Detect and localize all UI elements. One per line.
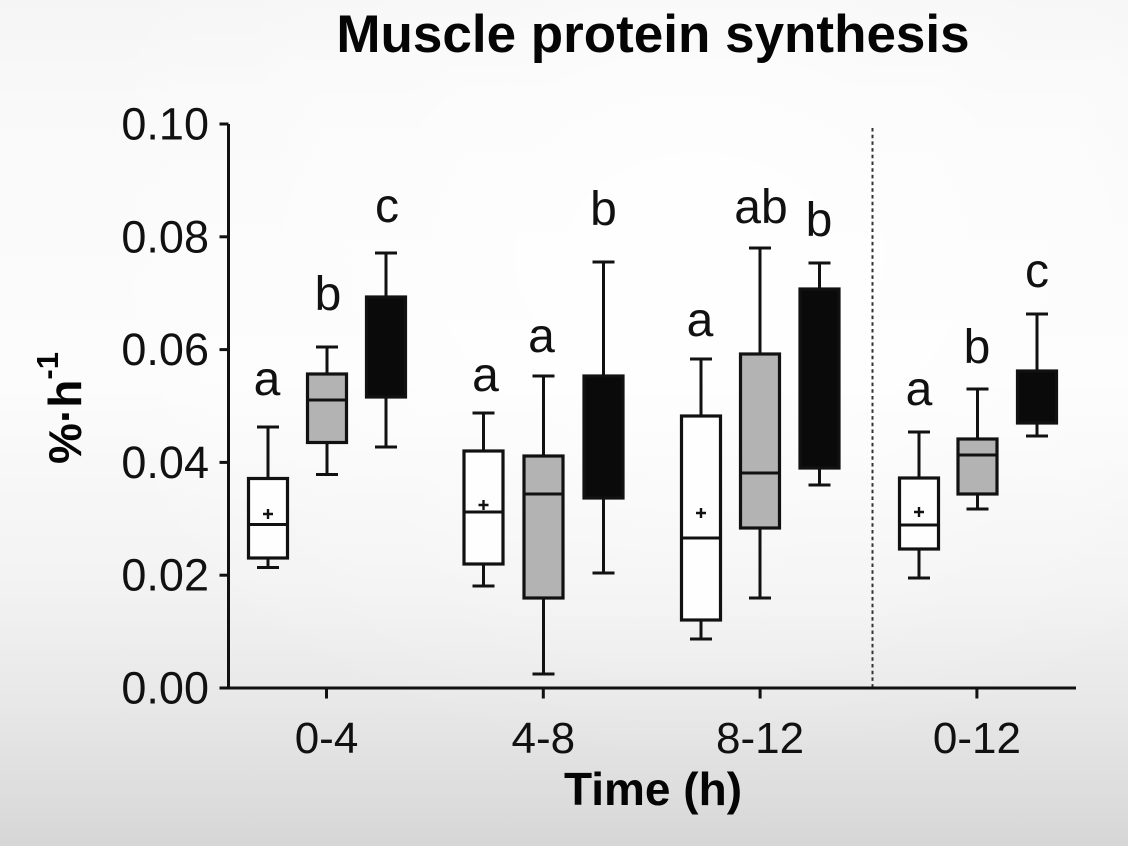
svg-text:b: b (964, 321, 991, 374)
svg-text:ab: ab (734, 181, 787, 234)
svg-text:c: c (1025, 245, 1049, 298)
svg-text:0.10: 0.10 (121, 99, 209, 150)
svg-text:a: a (906, 363, 933, 416)
svg-text:Time (h): Time (h) (564, 763, 742, 815)
svg-text:4-8: 4-8 (512, 714, 576, 763)
svg-text:0.06: 0.06 (121, 324, 209, 375)
svg-text:0-4: 0-4 (295, 714, 359, 763)
svg-text:a: a (687, 294, 714, 347)
svg-text:Muscle protein synthesis: Muscle protein synthesis (336, 5, 969, 64)
svg-text:a: a (528, 310, 555, 363)
svg-text:b: b (315, 268, 342, 321)
svg-text:0-12: 0-12 (933, 714, 1021, 763)
svg-text:0.02: 0.02 (121, 550, 209, 601)
svg-text:a: a (472, 349, 499, 402)
svg-text:0.08: 0.08 (121, 211, 209, 262)
svg-text:b: b (806, 194, 833, 247)
svg-text:c: c (375, 180, 399, 233)
svg-text:a: a (254, 353, 281, 406)
svg-text:8-12: 8-12 (716, 714, 804, 763)
svg-text:0.00: 0.00 (121, 663, 209, 714)
svg-text:0.04: 0.04 (121, 437, 209, 488)
svg-text:b: b (590, 183, 617, 236)
